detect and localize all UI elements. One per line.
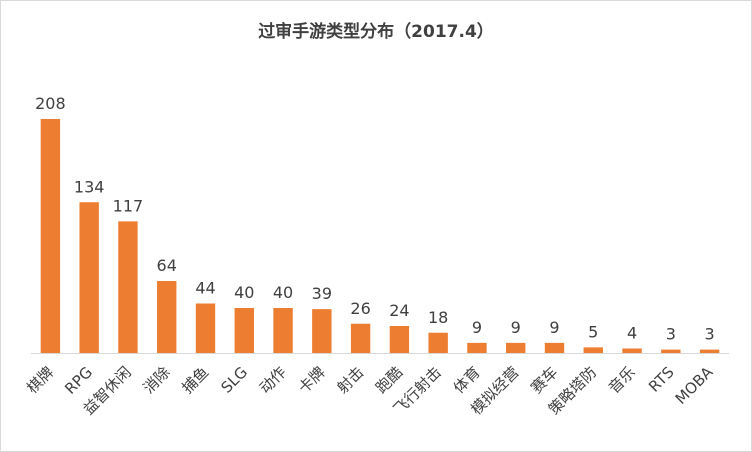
value-label-7: 39 bbox=[312, 284, 332, 303]
value-label-10: 18 bbox=[428, 308, 448, 327]
category-label-11: 体育 bbox=[450, 363, 484, 397]
category-label-7: 卡牌 bbox=[295, 363, 329, 397]
category-label-13: 赛车 bbox=[527, 363, 561, 397]
bar-9 bbox=[389, 326, 410, 353]
bar-16 bbox=[661, 349, 681, 353]
bar-14 bbox=[583, 347, 603, 353]
category-label-6: 动作 bbox=[256, 363, 290, 397]
value-label-14: 5 bbox=[588, 322, 598, 341]
category-label-1: RPG bbox=[61, 363, 96, 398]
value-label-9: 24 bbox=[389, 301, 409, 320]
bar-6 bbox=[273, 308, 293, 353]
value-label-13: 9 bbox=[549, 318, 559, 337]
value-label-4: 44 bbox=[195, 279, 215, 298]
category-label-16: RTS bbox=[645, 363, 678, 396]
bar-13 bbox=[544, 342, 565, 353]
bar-5 bbox=[234, 308, 254, 353]
bar-1 bbox=[79, 202, 99, 353]
value-label-3: 64 bbox=[157, 256, 177, 275]
value-label-17: 3 bbox=[705, 325, 715, 344]
value-label-12: 9 bbox=[511, 318, 521, 337]
bar-15 bbox=[622, 348, 642, 353]
bar-2 bbox=[118, 221, 138, 353]
value-label-6: 40 bbox=[273, 283, 293, 302]
value-label-16: 3 bbox=[666, 325, 676, 344]
category-label-4: 捕鱼 bbox=[178, 363, 212, 397]
category-label-3: 消除 bbox=[140, 363, 174, 397]
category-label-5: SLG bbox=[218, 363, 252, 397]
bar-8 bbox=[350, 323, 371, 353]
value-labels-group: 208 134 117 64 44 40 40 39 26 24 18 9 9 9 5 4 3 3 bbox=[35, 94, 715, 344]
bars-group bbox=[40, 119, 720, 353]
value-label-15: 4 bbox=[627, 324, 637, 343]
category-label-8: 射击 bbox=[333, 363, 367, 397]
bar-17 bbox=[699, 349, 720, 353]
value-label-1: 134 bbox=[74, 177, 105, 196]
category-label-15: 音乐 bbox=[605, 363, 639, 397]
category-label-0: 棋牌 bbox=[23, 363, 57, 397]
value-label-8: 26 bbox=[350, 299, 370, 318]
value-label-0: 208 bbox=[35, 94, 66, 113]
value-label-11: 9 bbox=[472, 318, 482, 337]
chart-title: 过审手游类型分布（2017.4） bbox=[258, 22, 494, 42]
bar-10 bbox=[428, 332, 448, 353]
bar-4 bbox=[195, 303, 216, 353]
value-label-2: 117 bbox=[113, 196, 144, 215]
bar-0 bbox=[40, 119, 61, 353]
value-label-5: 40 bbox=[234, 283, 254, 302]
category-label-9: 跑酷 bbox=[372, 363, 406, 397]
bar-11 bbox=[467, 342, 487, 353]
bar-7 bbox=[312, 309, 332, 353]
bar-3 bbox=[157, 281, 177, 353]
category-label-17: MOBA bbox=[672, 363, 717, 408]
bar-12 bbox=[506, 342, 526, 353]
